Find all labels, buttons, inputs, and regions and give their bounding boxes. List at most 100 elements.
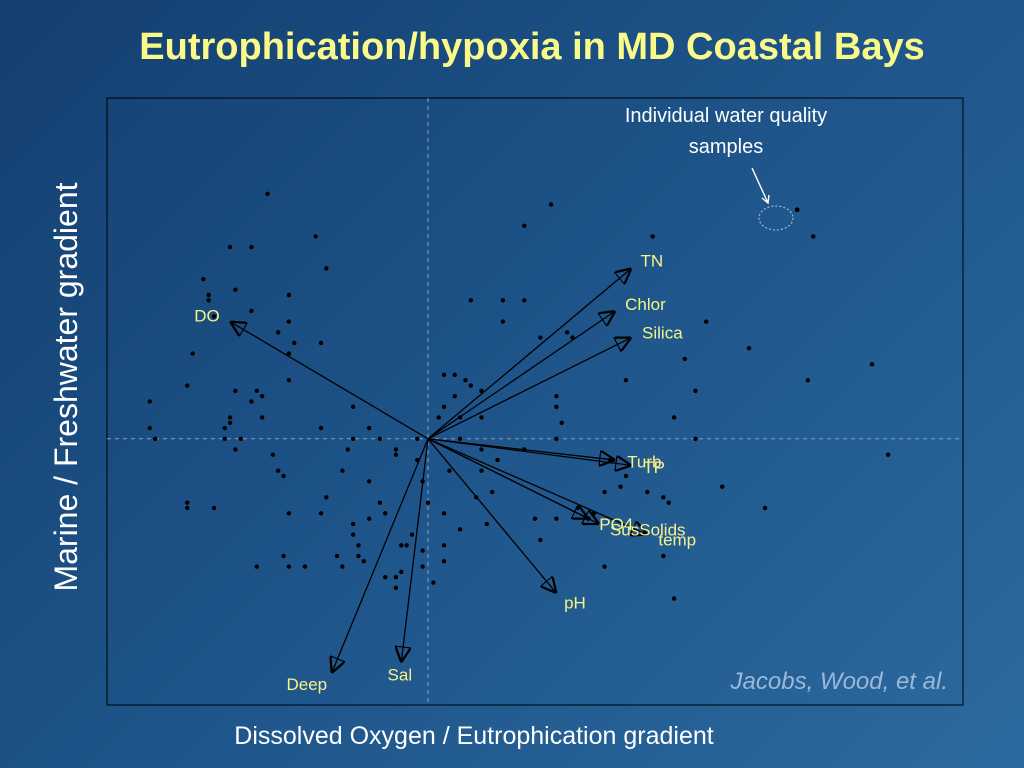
sample-point (554, 393, 559, 399)
sample-point (361, 559, 366, 564)
sample-point (334, 553, 340, 559)
sample-point (383, 511, 388, 516)
variable-vectors (230, 268, 647, 673)
vector-label-turb: Turb (627, 452, 661, 471)
sample-point (811, 234, 816, 239)
sample-point (350, 532, 356, 537)
sample-point (885, 452, 891, 457)
sample-point (345, 447, 350, 452)
sample-point (201, 276, 206, 282)
sample-point (538, 335, 543, 340)
sample-point (554, 436, 559, 441)
sample-point (324, 495, 329, 500)
vector-label-do: DO (194, 307, 220, 326)
sample-point (318, 340, 324, 346)
sample-point (356, 553, 361, 559)
sample-point (366, 516, 372, 521)
vector-arrow-silica (427, 338, 631, 440)
sample-point (666, 500, 671, 505)
sample-point (211, 314, 217, 319)
sample-point (805, 378, 811, 383)
sample-point (618, 484, 623, 489)
sample-point (206, 292, 211, 298)
sample-point (152, 436, 158, 441)
annotation-line-2: samples (689, 136, 763, 158)
sample-point (441, 559, 447, 564)
sample-point (222, 436, 227, 441)
sample-point (436, 415, 441, 420)
sample-point (500, 319, 506, 324)
sample-point (281, 473, 286, 479)
vector-arrow-do (230, 322, 429, 440)
sample-point (415, 436, 420, 441)
sample-point (259, 393, 265, 399)
sample-point (746, 346, 752, 351)
sample-points (147, 191, 891, 601)
sample-point (350, 404, 356, 410)
sample-point (399, 569, 404, 575)
sample-point (693, 388, 698, 394)
sample-point (227, 420, 233, 425)
sample-point (409, 532, 415, 537)
vector-label-tp: TP (643, 458, 665, 477)
sample-point (564, 330, 570, 335)
sample-point (233, 388, 238, 394)
sample-point (468, 298, 473, 303)
sample-point (366, 479, 372, 484)
vector-arrow-sal (401, 438, 429, 663)
sample-point (318, 425, 324, 431)
sample-point (661, 553, 666, 559)
sample-point (324, 266, 329, 271)
sample-point (185, 500, 190, 505)
sample-point (276, 330, 281, 335)
credit-text: Jacobs, Wood, et al. (730, 668, 948, 695)
sample-point (602, 489, 607, 495)
sample-point (468, 383, 473, 388)
sample-point (249, 244, 254, 250)
sample-point (532, 516, 538, 521)
sample-point (420, 548, 425, 553)
vector-label-temp: temp (658, 530, 696, 549)
sample-point (869, 362, 875, 367)
sample-point (500, 298, 506, 303)
vector-label-tn: TN (640, 252, 663, 271)
sample-point (249, 399, 254, 404)
annotation-pointer-head (761, 194, 770, 205)
sample-point (479, 468, 484, 473)
sample-point (441, 372, 447, 378)
vector-label-chlor: Chlor (625, 295, 666, 314)
sample-point (190, 351, 195, 356)
sample-point (366, 425, 372, 431)
sample-point (548, 202, 554, 207)
sample-point (575, 505, 580, 511)
sample-point (441, 511, 447, 516)
sample-point (222, 425, 227, 431)
sample-point (602, 564, 607, 569)
sample-point (484, 521, 490, 527)
sample-point (383, 575, 388, 580)
sample-point (704, 319, 709, 324)
vector-label-ph: pH (564, 593, 586, 612)
sample-point (185, 505, 190, 511)
vector-label-po4: PO4 (599, 515, 633, 534)
sample-point (463, 378, 468, 383)
vector-label-silica: Silica (642, 323, 683, 342)
vector-arrow-tp (427, 438, 631, 466)
sample-point (650, 234, 655, 239)
sample-point (292, 340, 297, 346)
sample-point (452, 372, 457, 378)
sample-point (645, 489, 650, 495)
vector-label-sussolids: SusSolids (610, 520, 686, 539)
sample-point (276, 468, 281, 473)
vector-arrow-tn (427, 268, 631, 440)
slide-title: Eutrophication/hypoxia in MD Coastal Bay… (139, 26, 925, 68)
sample-point (227, 415, 233, 420)
sample-point (350, 521, 356, 527)
highlighted-sample-point (794, 207, 800, 213)
sample-point (661, 495, 666, 500)
sample-point (286, 351, 292, 356)
sample-point (340, 468, 345, 473)
vector-arrow-temp (427, 438, 647, 535)
